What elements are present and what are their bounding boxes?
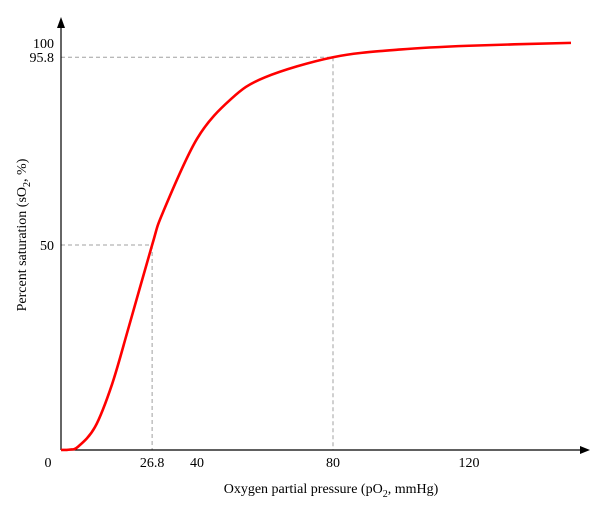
reference-lines	[61, 56, 334, 450]
x-tick-label: 0	[45, 456, 52, 471]
saturation-curve	[60, 41, 572, 452]
y-tick-label: 100	[33, 37, 54, 52]
x-axis-label: Oxygen partial pressure (pO2, mmHg)	[224, 482, 439, 500]
y-axis-label: Percent saturation (sO2, %)	[15, 158, 33, 311]
x-tick-label: 26.8	[140, 456, 165, 471]
x-tick-label: 40	[190, 456, 204, 471]
x-tick-label: 120	[459, 456, 480, 471]
y-tick-label: 50	[40, 239, 54, 254]
y-axis-arrow-icon	[57, 17, 65, 28]
x-tick-labels: 0 26.8 40 80 120	[45, 456, 480, 471]
x-axis-arrow-icon	[580, 446, 590, 454]
y-tick-label: 95.8	[30, 51, 55, 66]
x-tick-label: 80	[326, 456, 340, 471]
